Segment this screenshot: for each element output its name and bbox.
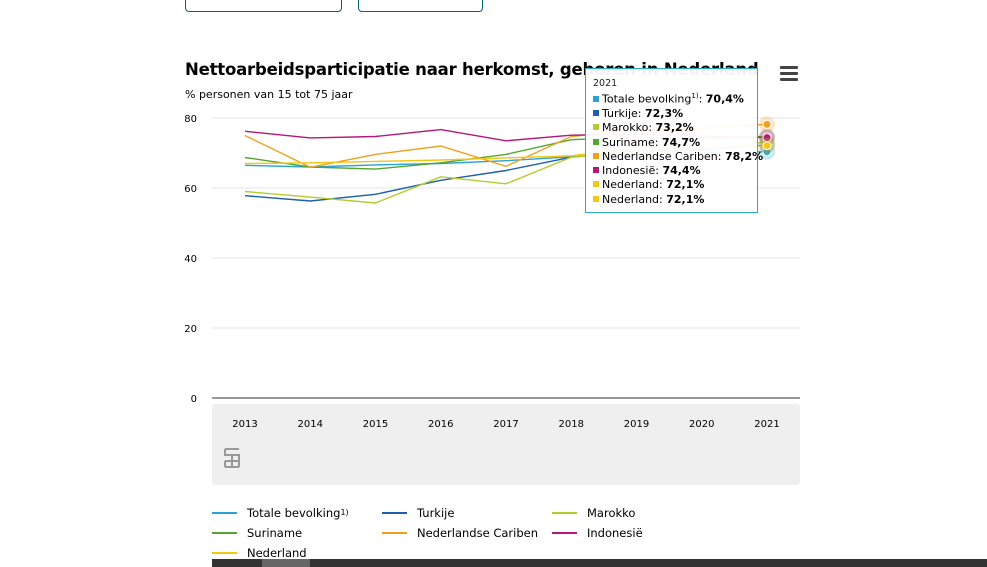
top-button-right[interactable]: [358, 0, 483, 12]
tooltip-value: 74,7%: [661, 135, 701, 149]
x-tick-label: 2013: [232, 419, 257, 430]
tooltip-value: 73,2%: [655, 121, 694, 135]
legend-item[interactable]: Turkije: [382, 505, 552, 520]
y-tick-label: 60: [184, 184, 197, 195]
tooltip-value: 72,3%: [645, 106, 684, 120]
hover-marker[interactable]: [762, 141, 772, 151]
tooltip-swatch: [593, 95, 599, 102]
x-tick-label: 2015: [363, 419, 388, 430]
tooltip-value: 72,1%: [666, 192, 705, 206]
legend-swatch: [212, 531, 237, 534]
tooltip-label: Nederland: [602, 192, 660, 206]
x-tick-label: 2016: [428, 419, 453, 430]
x-tick-label: 2019: [624, 419, 649, 430]
tooltip-value: 70,4%: [705, 92, 744, 106]
y-tick-label: 80: [184, 114, 197, 125]
tooltip-label: Totale bevolking: [602, 92, 692, 106]
legend-item[interactable]: Nederlandse Cariben: [382, 525, 552, 540]
y-tick-label: 20: [184, 324, 197, 335]
legend-item[interactable]: Marokko: [552, 505, 722, 520]
tooltip-swatch: [593, 152, 599, 159]
top-button-left[interactable]: [185, 0, 342, 12]
legend-item[interactable]: Nederland: [212, 545, 382, 560]
tooltip-label: Marokko: [602, 121, 649, 135]
tooltip-value: 72,1%: [666, 178, 705, 192]
x-tick-label: 2017: [493, 419, 518, 430]
tooltip-row: Indonesië: 74,4%: [593, 164, 751, 178]
legend-label: Indonesië: [587, 525, 643, 540]
tooltip-label: Nederlandse Cariben: [602, 149, 718, 163]
y-tick-label: 0: [191, 394, 197, 405]
tooltip-row: Turkije: 72,3%: [593, 107, 751, 121]
legend-footnote: 1): [340, 508, 349, 517]
tooltip-label: Suriname: [602, 135, 655, 149]
tooltip-swatch: [593, 124, 599, 131]
legend-swatch: [552, 511, 577, 514]
tooltip-swatch: [593, 109, 599, 116]
legend-swatch: [212, 511, 237, 514]
tooltip-swatch: [593, 138, 599, 145]
horizontal-scrollbar[interactable]: [212, 559, 987, 567]
chart-legend: Totale bevolking 1) Turkije Marokko Suriname…: [212, 505, 772, 560]
tooltip-value: 78,2%: [724, 149, 764, 163]
hover-marker[interactable]: [762, 119, 772, 129]
x-tick-label: 2018: [559, 419, 584, 430]
cbs-logo-icon: [224, 448, 240, 468]
tooltip-row: Nederland: 72,1%: [593, 178, 751, 192]
chart-subtitle: % personen van 15 tot 75 jaar: [185, 88, 353, 101]
x-axis-band: [212, 404, 800, 485]
legend-label: Totale bevolking: [247, 505, 341, 520]
tooltip-row: Marokko: 73,2%: [593, 121, 751, 135]
tooltip-row: Nederlandse Cariben: 78,2%: [593, 149, 763, 164]
legend-swatch: [552, 531, 577, 534]
legend-swatch: [382, 531, 407, 534]
x-tick-label: 2021: [754, 419, 779, 430]
legend-item[interactable]: Indonesië: [552, 525, 722, 540]
legend-label: Nederlandse Cariben: [417, 525, 538, 540]
tooltip-value: 74,4%: [662, 164, 701, 178]
tooltip: 2021 Totale bevolking1): 70,4% Turkije: 7…: [585, 68, 763, 213]
legend-item[interactable]: Totale bevolking 1): [212, 505, 382, 520]
legend-swatch: [212, 551, 237, 554]
hamburger-menu-icon[interactable]: [780, 66, 798, 82]
tooltip-year: 2021: [593, 78, 618, 89]
tooltip-footnote: 1): [691, 92, 699, 100]
tooltip-row: Suriname: 74,7%: [593, 136, 751, 150]
legend-label: Marokko: [587, 505, 636, 520]
legend-label: Suriname: [247, 525, 303, 540]
tooltip-label: Turkije: [602, 106, 638, 120]
tooltip-swatch: [593, 195, 599, 202]
legend-label: Turkije: [417, 505, 455, 520]
x-tick-label: 2014: [298, 419, 323, 430]
legend-item[interactable]: Suriname: [212, 525, 382, 540]
tooltip-label: Indonesië: [602, 164, 656, 178]
tooltip-swatch: [593, 181, 599, 188]
tooltip-row: Nederland: 72,1%: [593, 193, 751, 207]
tooltip-swatch: [593, 167, 599, 174]
tooltip-row: Totale bevolking1): 70,4%: [593, 89, 751, 107]
legend-swatch: [382, 511, 407, 514]
tooltip-label: Nederland: [602, 178, 660, 192]
legend-label: Nederland: [247, 545, 307, 560]
y-tick-label: 40: [184, 254, 197, 265]
x-tick-label: 2020: [689, 419, 714, 430]
scrollbar-thumb[interactable]: [262, 559, 310, 567]
